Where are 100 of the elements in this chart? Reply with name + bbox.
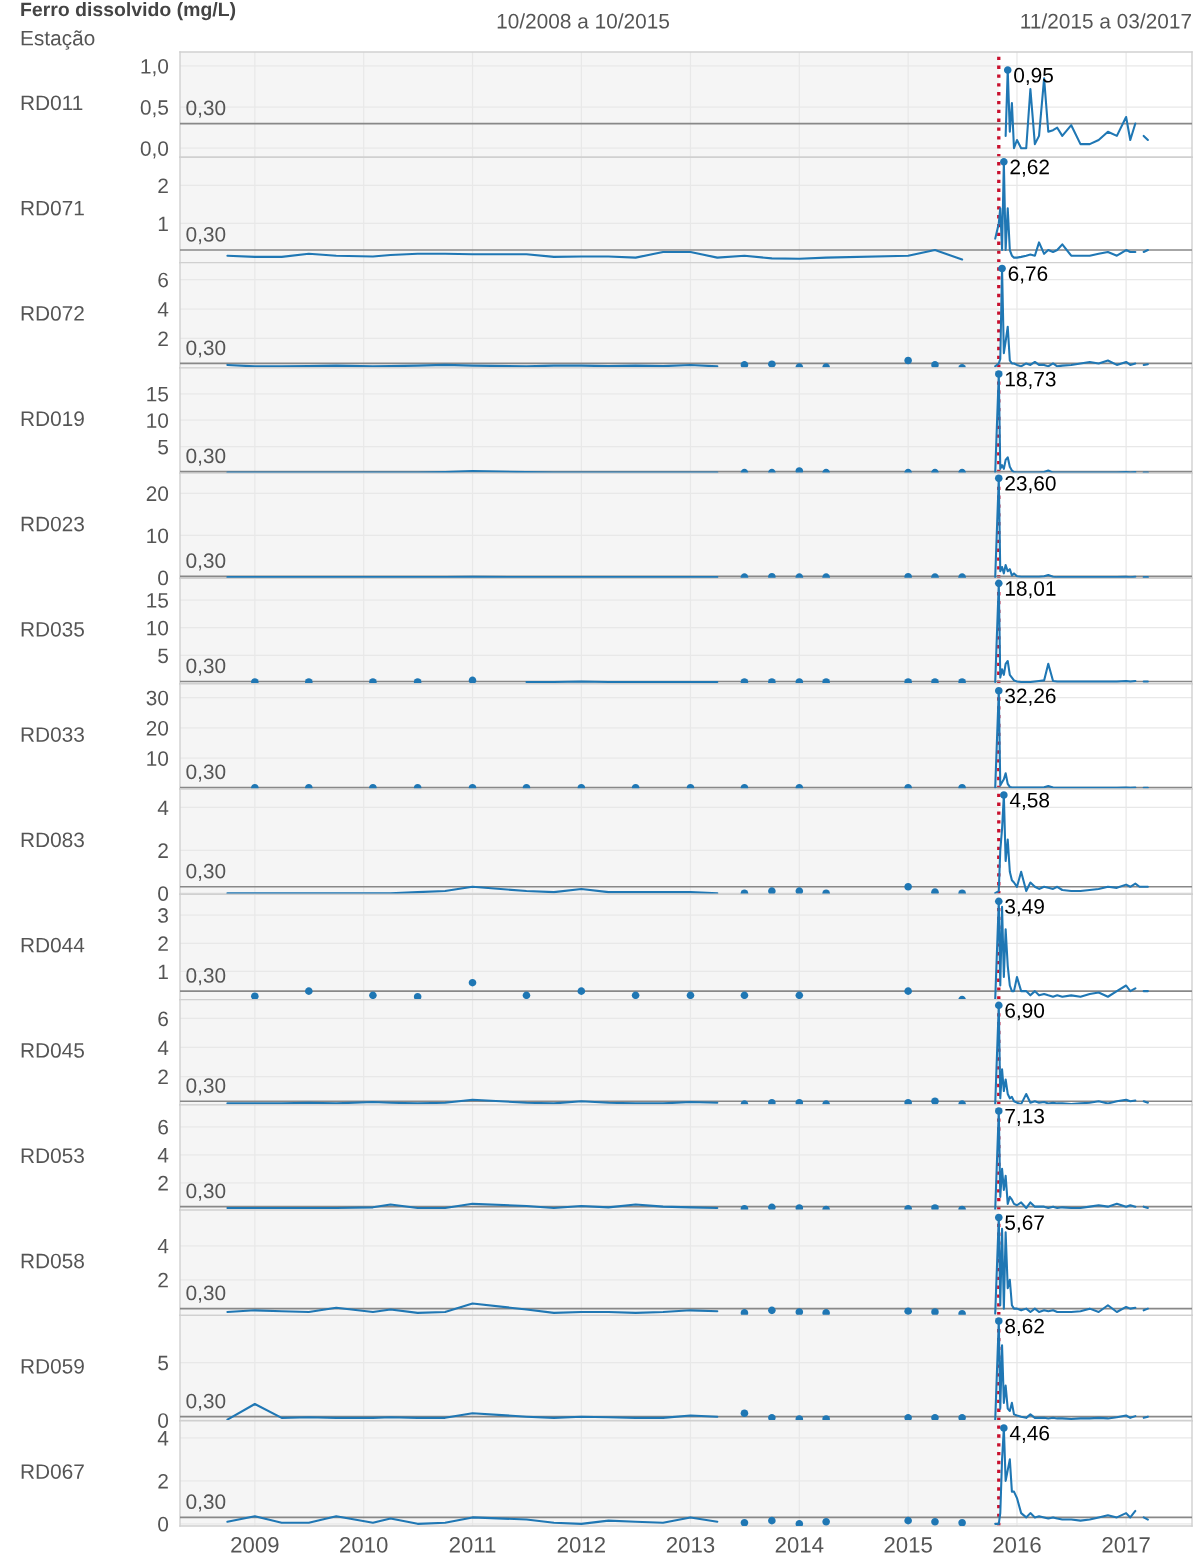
point xyxy=(931,1517,939,1526)
ref-line-label: 0,30 xyxy=(186,1285,226,1303)
annotation: 7,13 xyxy=(1005,1108,1044,1126)
text: 10/2008 a 10/2015 xyxy=(497,13,670,29)
ref-line-label: 0,30 xyxy=(186,1494,226,1512)
text: RD045 xyxy=(21,1043,84,1058)
y-tick-label: 0 xyxy=(158,570,169,586)
point xyxy=(795,1308,804,1316)
y-tick-label: 6 xyxy=(158,1011,168,1027)
text: Estação xyxy=(21,30,95,50)
point xyxy=(768,887,776,895)
point xyxy=(994,1317,1003,1325)
point xyxy=(822,573,830,579)
point xyxy=(994,370,1003,378)
point xyxy=(931,361,939,368)
x-tick-label: 2017 xyxy=(1102,1537,1150,1553)
point xyxy=(795,887,804,895)
annotation: 6,90 xyxy=(1005,1003,1045,1021)
point xyxy=(994,474,1003,482)
y-tick-label: 10 xyxy=(147,751,169,766)
y-tick-label: 1 xyxy=(158,216,168,231)
x-tick-label: 2016 xyxy=(993,1537,1041,1553)
annotation: 3,49 xyxy=(1005,899,1044,917)
y-tick-label: 2 xyxy=(158,178,168,193)
point xyxy=(740,1409,749,1418)
point xyxy=(768,572,776,579)
point xyxy=(413,992,422,1000)
point xyxy=(686,991,695,1000)
y-tick-label: 4 xyxy=(157,800,169,815)
text: RD033 xyxy=(21,727,84,742)
text: RD058 xyxy=(21,1253,84,1269)
line-series xyxy=(226,1402,719,1421)
point xyxy=(958,889,966,895)
annotation: 32,26 xyxy=(1005,688,1056,706)
point xyxy=(305,987,313,995)
point xyxy=(931,1414,939,1421)
x-tick-label: 2013 xyxy=(666,1537,715,1553)
x-tick-label: 2009 xyxy=(231,1537,279,1553)
y-tick-label: 0 xyxy=(158,1413,169,1428)
text: RD059 xyxy=(21,1358,84,1374)
point xyxy=(958,1414,966,1421)
annotation: 4,58 xyxy=(1009,792,1050,810)
line-series xyxy=(226,1302,719,1314)
y-tick-label: 6 xyxy=(158,272,168,288)
x-tick-label: 2011 xyxy=(449,1537,496,1553)
y-tick-label: 20 xyxy=(146,486,169,502)
y-tick-label: 1 xyxy=(158,964,168,979)
y-tick-label: 2 xyxy=(158,1175,168,1191)
line-series xyxy=(226,248,964,261)
point xyxy=(931,888,939,895)
y-tick-label: 6 xyxy=(158,1119,168,1135)
annotation: 18,01 xyxy=(1005,581,1056,599)
annotation: 2,62 xyxy=(1010,159,1049,177)
y-tick-label: 30 xyxy=(146,690,169,706)
text: RD067 xyxy=(21,1464,84,1479)
point xyxy=(768,360,776,368)
text: RD019 xyxy=(21,411,84,427)
text: RD044 xyxy=(21,937,85,953)
y-tick-label: 4 xyxy=(157,1148,169,1163)
point xyxy=(994,1213,1003,1222)
point xyxy=(822,1309,830,1316)
point xyxy=(904,1516,912,1525)
point xyxy=(958,1309,966,1316)
x-tick-label: 2015 xyxy=(884,1537,932,1553)
text: RD072 xyxy=(21,306,84,321)
point xyxy=(1000,1424,1008,1432)
point xyxy=(994,897,1003,906)
point xyxy=(822,889,830,895)
ref-line-label: 0,30 xyxy=(186,1078,226,1096)
x-tick-label: 2010 xyxy=(340,1537,388,1553)
y-tick-label: 15 xyxy=(147,593,169,608)
point xyxy=(251,678,259,684)
point xyxy=(931,573,939,579)
ref-line-label: 0,30 xyxy=(186,340,226,358)
y-tick-label: 10 xyxy=(147,620,169,636)
annotation: 23,60 xyxy=(1005,475,1056,494)
y-tick-label: 2 xyxy=(158,331,168,346)
point xyxy=(369,991,377,1000)
point xyxy=(768,1414,776,1421)
point xyxy=(904,572,912,579)
ref-line-label: 0,30 xyxy=(186,226,226,245)
y-tick-label: 1,0 xyxy=(141,58,169,77)
point xyxy=(740,991,749,1000)
point xyxy=(795,991,804,1000)
point xyxy=(958,1518,966,1526)
point xyxy=(822,678,830,684)
annotation: 6,76 xyxy=(1008,266,1048,284)
annotation: 4,46 xyxy=(1009,1425,1050,1444)
point xyxy=(768,1098,776,1105)
y-tick-label: 0 xyxy=(158,886,169,901)
point xyxy=(958,573,966,579)
point xyxy=(958,678,966,684)
ref-line-label: 0,30 xyxy=(186,764,226,782)
text: RD071 xyxy=(21,200,84,216)
text: RD035 xyxy=(21,621,84,637)
ref-line-label: 0,30 xyxy=(186,968,226,986)
point xyxy=(768,1516,776,1525)
line-series xyxy=(226,1515,719,1525)
point xyxy=(768,678,776,684)
ref-line-label: 0,30 xyxy=(186,100,226,118)
